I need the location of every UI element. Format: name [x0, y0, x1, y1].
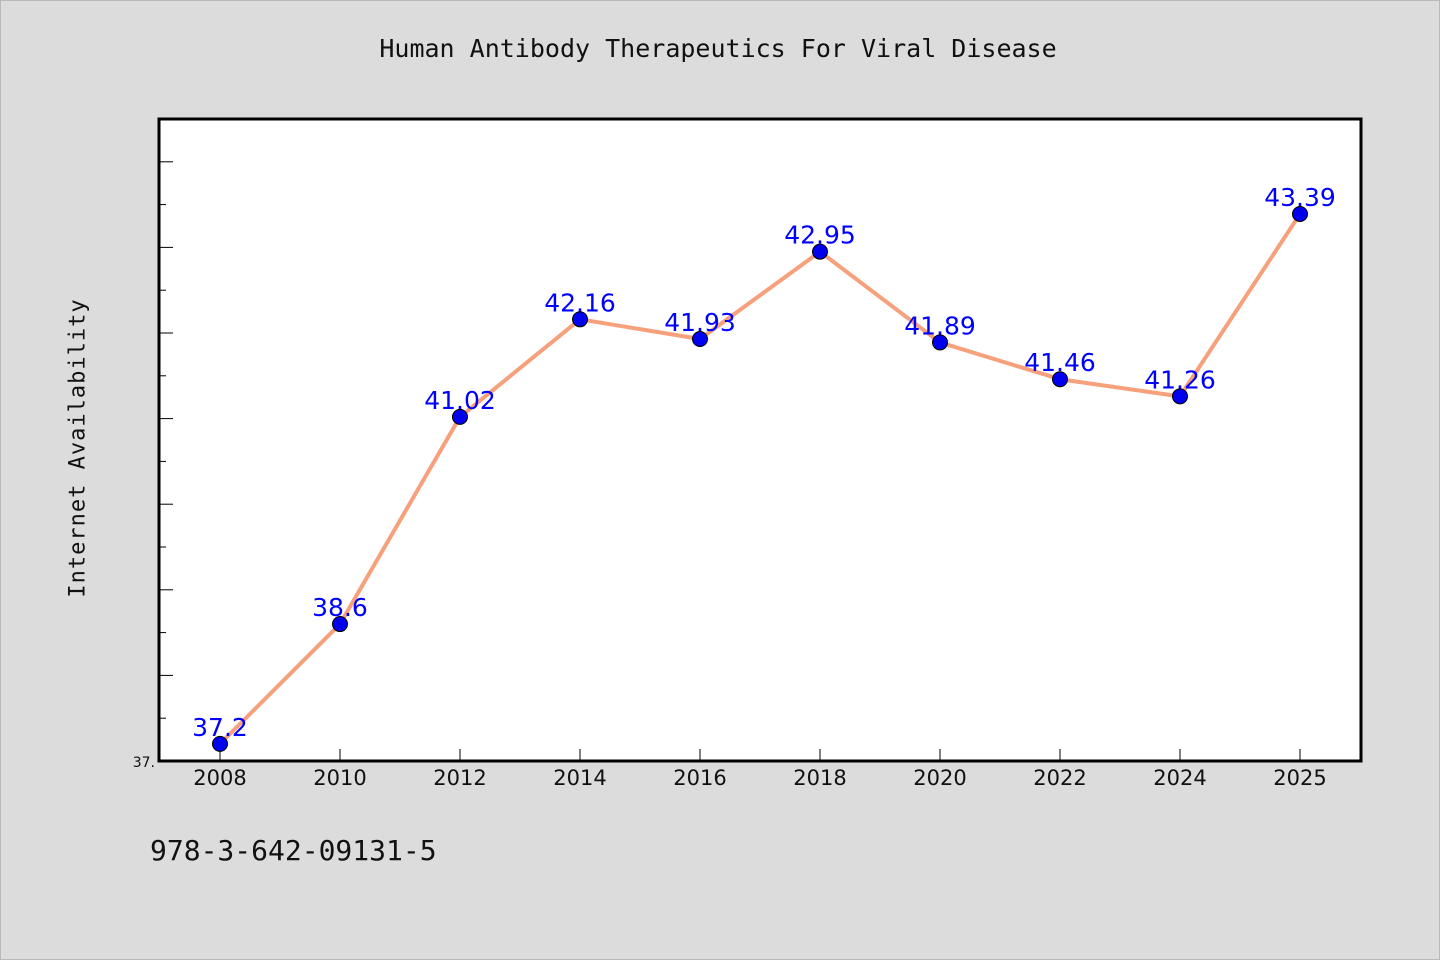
data-label: 41.93 — [664, 308, 736, 337]
x-tick-label: 2022 — [1033, 766, 1086, 790]
x-tick-label: 2020 — [913, 766, 966, 790]
data-point — [812, 243, 828, 260]
data-label: 41.26 — [1144, 365, 1216, 394]
chart-title: Human Antibody Therapeutics For Viral Di… — [379, 34, 1057, 63]
data-point — [1292, 206, 1308, 223]
x-tick-label: 2016 — [673, 766, 726, 790]
plot-area — [157, 117, 1363, 763]
data-label: 41.89 — [904, 311, 976, 340]
x-tick-label: 2018 — [793, 766, 846, 790]
data-point — [1052, 371, 1068, 388]
data-point — [212, 735, 228, 752]
x-tick-label: 2024 — [1153, 766, 1206, 790]
x-tick-label: 2010 — [313, 766, 366, 790]
isbn-code: 978-3-642-09131-5 — [150, 834, 437, 867]
x-tick-label: 2012 — [433, 766, 486, 790]
series-layer: 37.2 38.6 41.02 42.16 41.93 42.95 41.89 41.46 41… — [192, 183, 1336, 752]
x-tick-label: 2025 — [1273, 766, 1326, 790]
data-label: 37.2 — [192, 713, 248, 742]
data-label: 42.95 — [784, 221, 856, 250]
series-line — [218, 212, 1302, 746]
data-point — [932, 334, 948, 351]
data-point — [572, 311, 588, 328]
data-label: 41.46 — [1024, 348, 1096, 377]
y-tick-label: 37. — [133, 755, 155, 771]
data-label: 43.39 — [1264, 183, 1336, 212]
x-tick-label: 2008 — [193, 766, 246, 790]
data-label: 41.02 — [424, 386, 496, 415]
data-point — [692, 330, 708, 347]
data-label: 38.6 — [312, 593, 368, 622]
data-point — [1172, 388, 1188, 405]
y-axis-ticks: 37. — [133, 118, 173, 771]
x-tick-label: 2014 — [553, 766, 606, 790]
data-label: 42.16 — [544, 288, 616, 317]
data-point — [332, 616, 348, 633]
data-point — [452, 408, 468, 425]
